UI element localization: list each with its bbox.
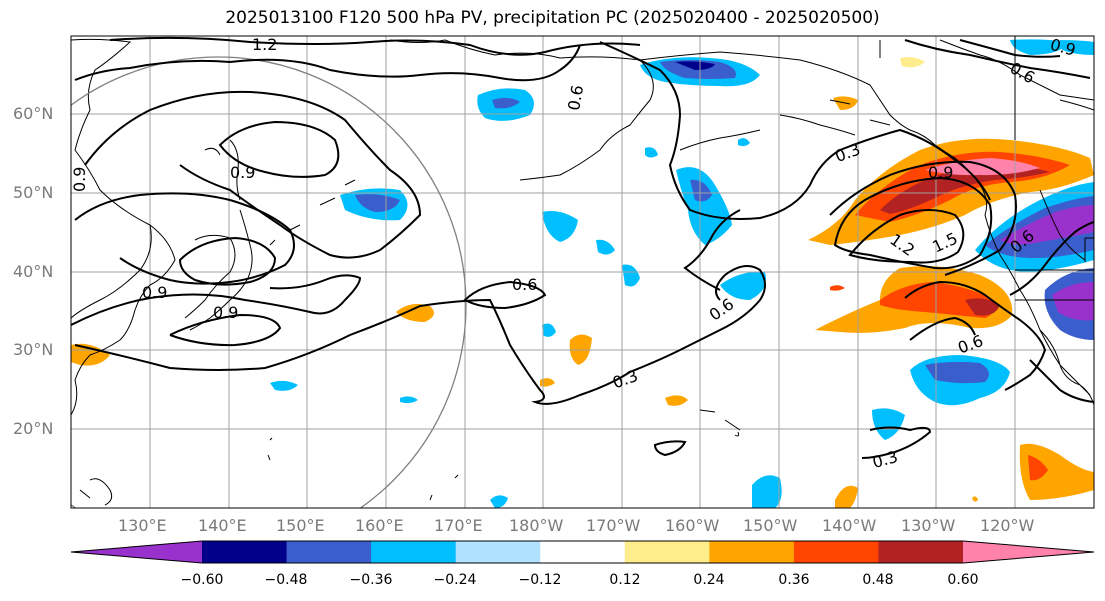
contour-label: 0.6 [564,84,587,112]
colorbar-extend-max [963,541,1094,563]
colorbar-segment [455,541,541,563]
pv-contours [71,36,1094,459]
colorbar-extend-min [71,541,202,563]
contour-label: 1.2 [252,35,277,54]
colorbar-tick-label: −0.36 [349,572,393,588]
contour-label: 0.9 [142,283,167,302]
region-circle [71,56,467,508]
lon-label-170e: 170°E [434,516,483,535]
contour-label: 0.9 [70,167,89,192]
colorbar-segment [540,541,626,563]
lat-label-20n: 20°N [13,419,54,438]
colorbar-tick-label: −0.24 [433,572,477,588]
lat-label-50n: 50°N [13,183,54,202]
lon-label-130w: 130°W [901,516,956,535]
colorbar-outline [70,540,1095,564]
contour-label: 0.9 [213,303,238,322]
lon-label-170w: 170°W [586,516,641,535]
colorbar-tick-label: 0.60 [947,572,979,588]
lon-label-180w: 180°W [509,516,564,535]
graticule [71,36,1094,508]
precip-positive-areas [71,57,1094,508]
colorbar [70,540,1095,564]
lon-label-130e: 130°E [118,516,167,535]
colorbar-tick-label: 0.24 [693,572,725,588]
contour-label: 0.9 [928,163,953,182]
colorbar-tick-label: 0.12 [609,572,641,588]
colorbar-tick-label: −0.60 [180,572,224,588]
lat-label-60n: 60°N [13,104,54,123]
colorbar-tick-label: −0.48 [264,572,308,588]
lon-label-140w: 140°W [822,516,877,535]
lat-label-40n: 40°N [13,262,54,281]
contour-label: 0.6 [512,275,537,294]
lon-label-160e: 160°E [355,516,404,535]
colorbar-tick-label: 0.36 [778,572,810,588]
colorbar-tick-label: −0.12 [518,572,562,588]
lon-label-150w: 150°W [743,516,798,535]
contour-label: 0.9 [1048,35,1078,60]
coastlines [71,36,1094,506]
contour-label: 0.9 [230,163,255,182]
map-title: 2025013100 F120 500 hPa PV, precipitatio… [225,8,880,28]
colorbar-segment [878,541,964,563]
lon-label-150e: 150°E [276,516,325,535]
colorbar-segment [371,541,457,563]
lon-label-160w: 160°W [665,516,720,535]
colorbar-segment [709,541,795,563]
map-frame [70,35,1095,509]
lon-label-120w: 120°W [980,516,1035,535]
colorbar-tick-label: 0.48 [862,572,894,588]
lat-label-30n: 30°N [13,340,54,359]
colorbar-segment [793,541,879,563]
lon-label-140e: 140°E [198,516,247,535]
colorbar-segment [202,541,288,563]
colorbar-segment [286,541,372,563]
colorbar-segment [624,541,710,563]
